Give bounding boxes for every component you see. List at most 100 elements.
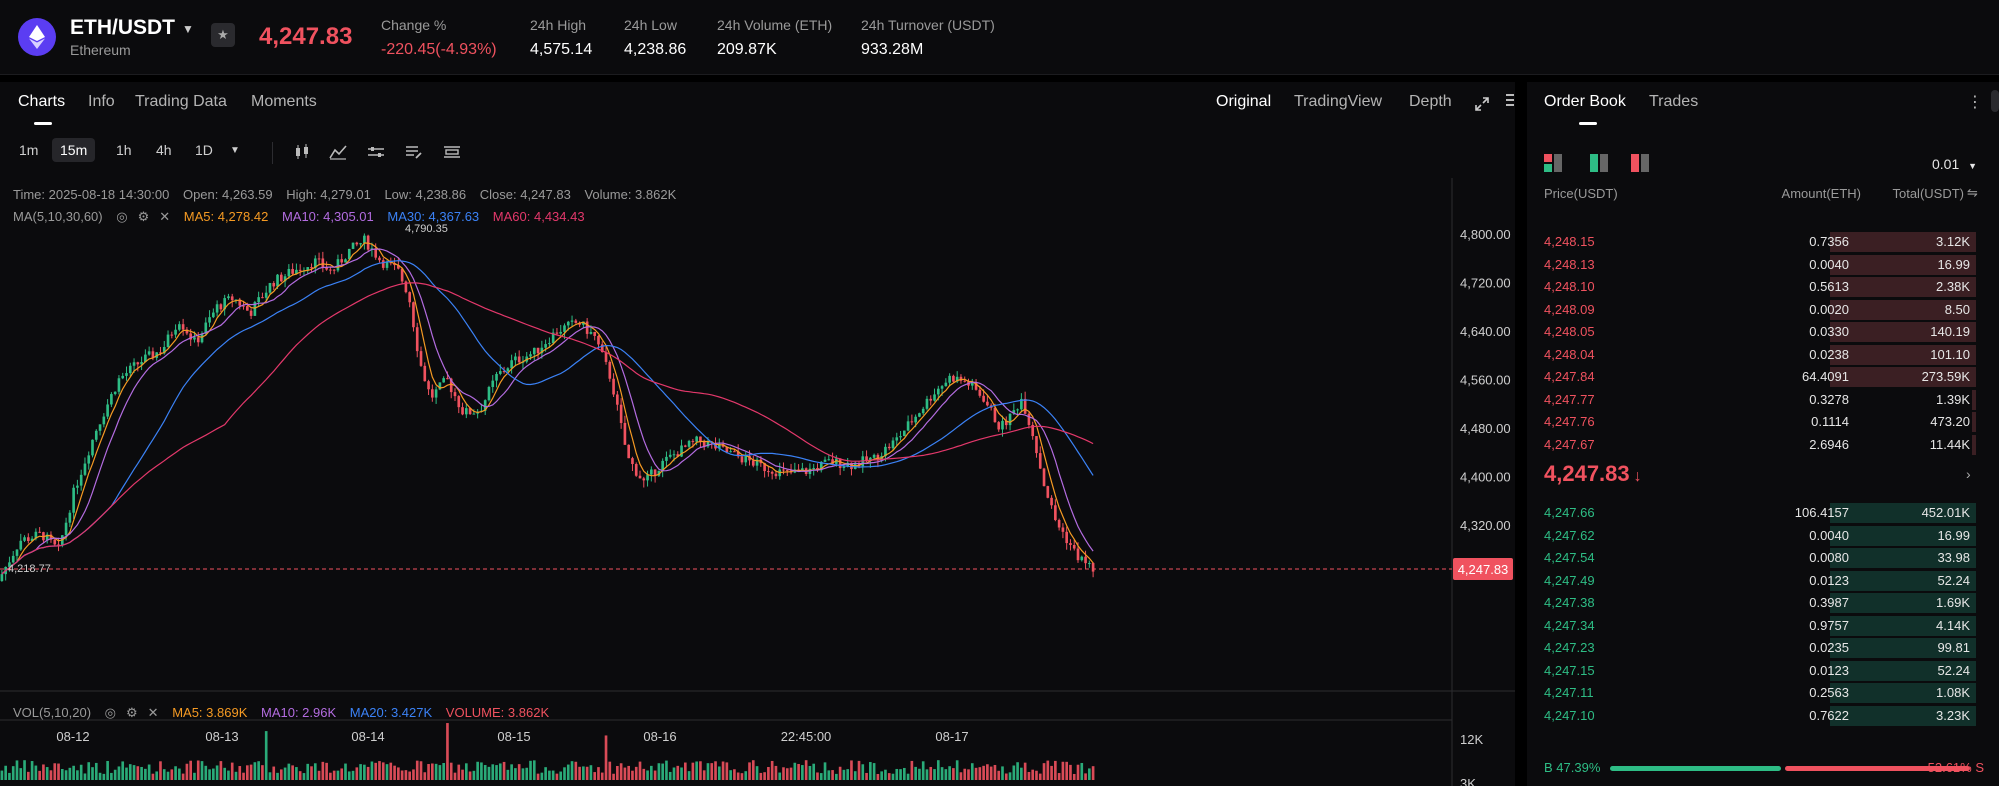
ask-row[interactable]: 4,248.13 0.0040 16.99 [1527,254,1999,276]
chart-canvas[interactable]: 4,800.00 4,720.00 4,640.00 4,560.00 4,480.00… [0,178,1515,786]
tab-charts[interactable]: Charts [18,93,66,110]
candle-body [582,321,585,325]
bid-row[interactable]: 4,247.11 0.2563 1.08K [1527,682,1999,704]
interval-15m[interactable]: 15m [52,138,96,162]
volume-bar [736,772,740,780]
candle-body [400,268,404,282]
gear-icon[interactable]: ⚙ [126,705,138,720]
eye-icon[interactable]: ◎ [104,705,117,720]
interval-1m[interactable]: 1m [19,142,39,158]
volume-bar [963,768,967,780]
depth-bar [1830,299,1976,320]
tab-tradingview[interactable]: TradingView [1294,93,1383,110]
drawing-tools-icon[interactable] [405,144,423,160]
favorite-star-icon[interactable]: ★ [211,23,235,47]
interval-dropdown-icon[interactable]: ▼ [230,145,240,156]
candle-body [857,462,861,467]
candle-body [891,440,895,449]
ask-row[interactable]: 4,248.09 0.0020 8.50 [1527,299,1999,321]
bid-row[interactable]: 4,247.54 0.0080 33.98 [1527,547,1999,569]
candle-body [683,445,687,447]
volume-bar [363,764,366,780]
bid-row[interactable]: 4,247.34 0.9757 4.14K [1527,615,1999,637]
view-asks-icon[interactable] [1631,154,1651,172]
tab-info[interactable]: Info [88,93,115,110]
precision-selector[interactable]: 0.01 ▼ [1932,156,1977,172]
candle-body [102,416,106,425]
ask-row[interactable]: 4,247.77 0.3278 1.39K [1527,389,1999,411]
panel-menu-icon[interactable] [1506,92,1514,108]
candle-body [993,407,997,423]
tab-trades[interactable]: Trades [1649,93,1699,110]
volume-bar [993,764,997,780]
volume-bar [838,766,842,780]
settings-sliders-icon[interactable] [367,144,385,160]
scrollbar[interactable] [1991,90,1999,112]
volume-bar [770,760,774,780]
candle-body [963,380,967,382]
layout-icon[interactable] [443,144,461,160]
ask-row[interactable]: 4,247.76 0.1114 473.20 [1527,411,1999,433]
eye-icon[interactable]: ◎ [116,209,128,224]
candle-body [1080,556,1084,561]
ask-row[interactable]: 4,248.15 0.7356 3.12K [1527,231,1999,253]
candle-type-icon[interactable] [293,144,311,160]
ask-row[interactable]: 4,247.67 2.6946 11.44K [1527,434,1999,456]
close-icon[interactable]: ✕ [159,209,171,224]
pair-symbol[interactable]: ETH/USDT [70,16,175,39]
bid-row[interactable]: 4,247.10 0.7622 3.23K [1527,705,1999,727]
candle-body [517,356,521,363]
bid-amount: 0.0080 [1809,550,1849,565]
volume-bar [725,762,729,780]
candle-body [79,474,83,486]
tab-depth[interactable]: Depth [1409,93,1452,110]
volume-bar [498,763,502,780]
ask-row[interactable]: 4,247.84 64.4091 273.59K [1527,366,1999,388]
price-tick-label: 4,640.00 [1460,324,1511,339]
indicators-icon[interactable] [329,144,347,160]
interval-4h[interactable]: 4h [156,142,172,158]
depth-bar [1972,412,1976,432]
interval-1d[interactable]: 1D [195,142,213,158]
tab-order-book[interactable]: Order Book [1544,93,1626,110]
candle-body [438,382,442,390]
view-both-icon[interactable] [1544,154,1564,172]
fullscreen-icon[interactable] [1474,96,1490,112]
volume-bar [702,770,706,780]
toggle-total-icon[interactable]: ⇋ [1967,185,1978,200]
tab-original[interactable]: Original [1216,93,1272,110]
tab-moments[interactable]: Moments [251,93,317,110]
volume-bar [680,767,683,780]
more-options-icon[interactable]: ⋮ [1967,94,1983,111]
volume-bar [306,763,310,780]
bid-row[interactable]: 4,247.49 0.0123 52.24 [1527,570,1999,592]
bid-row[interactable]: 4,247.23 0.0235 99.81 [1527,637,1999,659]
bid-row[interactable]: 4,247.38 0.3987 1.69K [1527,592,1999,614]
bid-row[interactable]: 4,247.62 0.0040 16.99 [1527,525,1999,547]
chevron-right-icon[interactable]: › [1966,466,1971,482]
tab-trading-data[interactable]: Trading Data [135,93,227,110]
volume-bar [64,770,68,780]
volume-bar [431,763,434,780]
gear-icon[interactable]: ⚙ [137,209,150,224]
ask-row[interactable]: 4,248.04 0.0238 101.10 [1527,344,1999,366]
view-bids-icon[interactable] [1590,154,1610,172]
chevron-down-icon: ▼ [1968,161,1978,171]
volume-bar [1031,769,1035,780]
pair-dropdown-caret-icon[interactable]: ▼ [182,22,194,36]
close-icon[interactable]: ✕ [147,705,159,720]
ask-row[interactable]: 4,248.10 0.5613 2.38K [1527,276,1999,298]
bid-row[interactable]: 4,247.66 106.4157 452.01K [1527,502,1999,524]
buy-ratio: B 47.39% [1544,760,1601,775]
bid-row[interactable]: 4,247.15 0.0123 52.24 [1527,660,1999,682]
candle-body [819,461,823,471]
price-chart[interactable]: 4,800.00 4,720.00 4,640.00 4,560.00 4,480.00… [0,178,1515,786]
interval-1h[interactable]: 1h [116,142,132,158]
candle-body [495,373,498,381]
candle-body [178,324,181,330]
ask-row[interactable]: 4,248.05 0.0330 140.19 [1527,321,1999,343]
mid-price[interactable]: 4,247.83 ↓ [1544,461,1642,487]
ask-total: 273.59K [1921,369,1970,384]
volume-bar [902,767,906,780]
candle-body [57,544,60,546]
